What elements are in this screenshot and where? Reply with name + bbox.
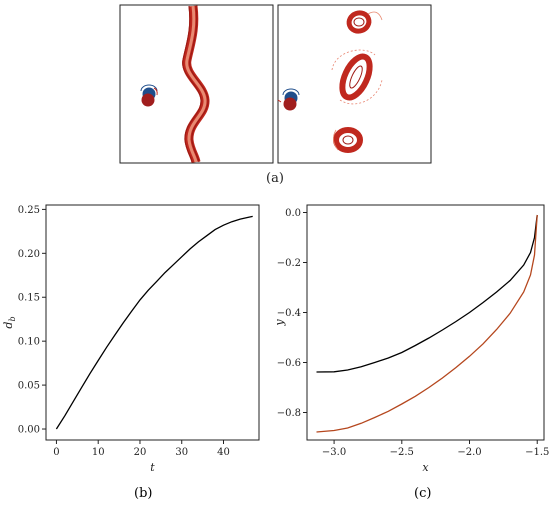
x-tick-label: −3.0 <box>322 447 346 458</box>
x-tick-label: −2.5 <box>390 447 414 458</box>
series-line-1 <box>316 214 538 373</box>
series-line-1 <box>55 215 253 430</box>
vortex-ring-middle <box>331 49 383 105</box>
y-tick-label: 0.20 <box>18 249 40 260</box>
x-tick-label: −2.0 <box>457 447 481 458</box>
caption-c: (c) <box>414 486 432 501</box>
vortex-ring-top <box>346 10 383 34</box>
y-tick-label: 0.25 <box>18 205 40 216</box>
x-tick-label: 30 <box>175 447 188 458</box>
y-tick-label: 0.00 <box>18 425 40 436</box>
x-tick-label: 40 <box>217 447 230 458</box>
y-tick-label: 0.15 <box>18 293 40 304</box>
x-axis-label: x <box>422 461 429 474</box>
series-line-2 <box>316 214 538 433</box>
y-tick-label: −0.4 <box>277 308 301 319</box>
x-tick-label: 0 <box>53 447 59 458</box>
y-axis-label: y <box>273 319 286 327</box>
y-tick-label: −0.2 <box>277 258 301 269</box>
x-tick-label: 10 <box>92 447 105 458</box>
y-tick-label: 0.10 <box>18 337 40 348</box>
x-tick-label: 20 <box>134 447 147 458</box>
vortex-ring-bottom <box>333 127 363 153</box>
caption-a: (a) <box>266 171 284 186</box>
plot-frame <box>306 204 545 441</box>
caption-b: (b) <box>134 486 153 501</box>
body-marker-right <box>277 88 300 111</box>
plot-frame <box>45 204 260 441</box>
body-marker-left <box>140 84 158 107</box>
y-tick-label: 0.05 <box>18 381 40 392</box>
y-tick-label: 0.0 <box>285 208 301 219</box>
y-tick-label: −0.6 <box>277 358 301 369</box>
x-axis-label: t <box>150 461 155 474</box>
y-tick-label: −0.8 <box>277 408 301 419</box>
vortex-strand <box>182 5 210 164</box>
x-tick-label: −1.5 <box>525 447 549 458</box>
